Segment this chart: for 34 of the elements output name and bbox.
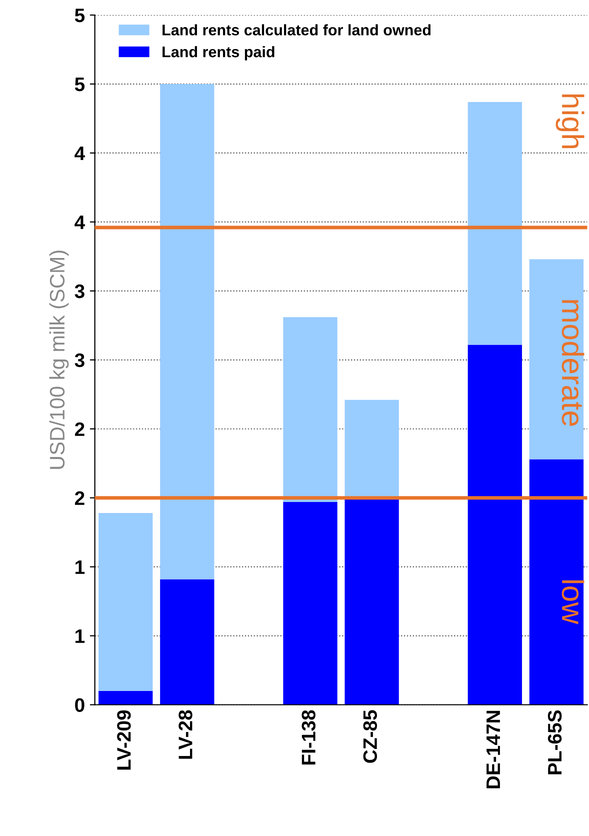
bar [344,499,399,705]
bar [98,690,153,705]
x-tick-label: LV-209 [117,710,131,770]
bar [468,102,522,345]
x-tick-label: DE-147N [486,710,500,788]
y-tick-label: 2 [74,491,84,505]
y-tick-label: 2 [74,422,84,436]
bar [98,513,153,691]
y-tick-label: 0 [75,698,84,712]
annotation: high [556,94,584,148]
y-tick-label: 1 [76,629,85,643]
bar [529,259,584,460]
annotation: low [562,580,584,624]
x-tick-label: PL-65S [548,710,562,774]
bar [529,459,584,705]
bar [283,502,338,705]
bar [283,317,338,502]
y-tick-label: 3 [74,353,84,368]
x-tick-label: CZ-85 [363,710,378,763]
y-tick-label: 1 [76,560,85,574]
y-tick-label: 5 [74,8,85,22]
bar [160,84,214,580]
y-tick-label: 3 [74,284,84,298]
y-tick-label: 4 [74,146,86,160]
legend-label: Land rents paid [162,46,274,60]
x-tick-label: LV-28 [178,710,192,759]
annotation: moderate [562,300,584,426]
x-tick-label: FI-138 [302,710,316,764]
bar [468,344,522,705]
y-tick-label: 4 [74,216,86,230]
y-tick-label: 5 [74,78,85,92]
y-axis-title: USD/100 kg milk (SCM) [49,250,69,469]
bar [160,579,214,705]
legend-label: Land rents calculated for land owned [162,24,430,36]
